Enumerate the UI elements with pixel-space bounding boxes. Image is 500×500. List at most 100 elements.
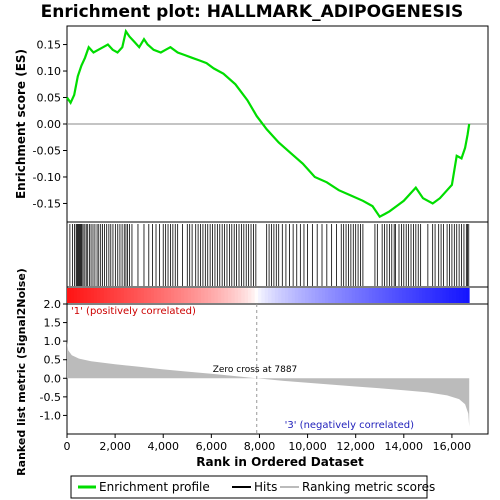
heatbar-segment: [288, 288, 292, 303]
heatbar-segment: [90, 288, 95, 303]
metric-y-tick-label: 1.5: [44, 317, 62, 330]
heatbar-segment: [157, 288, 162, 303]
heatbar-segment: [278, 288, 282, 303]
heatbar-segment: [154, 288, 158, 303]
heatbar-segment: [432, 288, 437, 303]
heatbar-segment: [459, 288, 463, 303]
heatbar-segment: [164, 288, 168, 303]
heatbar-segment: [284, 288, 289, 303]
heatbar-segment: [378, 288, 383, 303]
heatbar-segment: [274, 288, 279, 303]
heatbar-segment: [418, 288, 423, 303]
heatbar-segment: [258, 288, 262, 303]
heatbar-segment: [372, 288, 376, 303]
es-y-tick-label: 0.00: [37, 118, 62, 131]
heatbar-segment: [445, 288, 450, 303]
heatbar-segment: [234, 288, 239, 303]
heatbar-segment: [144, 288, 148, 303]
heatbar-segment: [321, 288, 326, 303]
es-layer: -0.15 -0.10 -0.05 0.00 0.05 0.10 0.15: [33, 28, 488, 219]
es-y-tick-label: 0.05: [37, 92, 62, 105]
heatbar-segment: [170, 288, 175, 303]
metric-y-tick-label: 0.5: [44, 354, 62, 367]
heatbar-segment: [231, 288, 235, 303]
heatbar-segment: [388, 288, 393, 303]
es-y-tick-label: -0.15: [33, 197, 61, 210]
es-y-tick-label: -0.10: [33, 171, 61, 184]
heatbar-segment: [184, 288, 189, 303]
heatbar-segment: [207, 288, 212, 303]
heatbar-segment: [204, 288, 209, 303]
heatbar-segment: [120, 288, 125, 303]
heatbar-segment: [194, 288, 199, 303]
x-tick-label: 2,000: [99, 440, 131, 453]
enrichment-profile-line: [66, 28, 471, 219]
heatbar-segment: [150, 288, 155, 303]
heatbar-segment: [331, 288, 336, 303]
heatbar-segment: [244, 288, 249, 303]
heatbar-segment: [191, 288, 195, 303]
heatbar-segment: [368, 288, 373, 303]
heatbar-segment: [335, 288, 339, 303]
es-y-tick-label: 0.15: [37, 39, 62, 52]
heatbar-segment: [365, 288, 370, 303]
x-tick-label: 10,000: [288, 440, 327, 453]
heatbar-segment: [392, 288, 396, 303]
heatbar-segment: [281, 288, 286, 303]
x-tick-label: 12,000: [336, 440, 375, 453]
heatbar-segment: [291, 288, 296, 303]
metric-y-tick-label: -1.0: [40, 409, 61, 422]
heatbar-segment: [237, 288, 242, 303]
ranking-metric-area: [67, 341, 470, 427]
heatbar-segment: [311, 288, 316, 303]
heatbar-segment: [221, 288, 225, 303]
heatbar-segment: [177, 288, 182, 303]
heatbar-segment: [435, 288, 440, 303]
heatbar-segment: [123, 288, 128, 303]
heatbar-segment: [425, 288, 430, 303]
heatbar-segment: [80, 288, 85, 303]
heatbar-segment: [412, 288, 417, 303]
chart-title: Enrichment plot: HALLMARK_ADIPOGENESIS: [41, 2, 464, 22]
es-y-tick-label: 0.10: [37, 65, 62, 78]
legend-metric-label: Ranking metric scores: [302, 480, 435, 494]
heatbar-segment: [160, 288, 165, 303]
heatbar-segment: [70, 288, 75, 303]
heatbar-segment: [211, 288, 215, 303]
x-tick-label: 0: [64, 440, 71, 453]
heatbar-segment: [341, 288, 346, 303]
heatbar-segment: [375, 288, 380, 303]
metric-y-axis-label: Ranked list metric (Signal2Noise): [15, 268, 28, 476]
heatbar-segment: [227, 288, 232, 303]
metric-layer: -1.0 -0.5 0.0 0.5 1.0 1.5 2.0 0 2,000 4,000 6,000 8…: [40, 298, 472, 453]
heatbar-segment: [67, 288, 71, 303]
heatbar-segment: [338, 288, 343, 303]
zero-cross-label: Zero cross at 7887: [213, 365, 298, 375]
negative-correlation-label: '3' (negatively correlated): [285, 420, 414, 431]
heatbar-segment: [87, 288, 91, 303]
heatbar-segment: [328, 288, 333, 303]
heatbar-segment: [113, 288, 118, 303]
heatbar-segment: [415, 288, 420, 303]
heatbar-segment: [100, 288, 105, 303]
heatbar-segment: [442, 288, 447, 303]
heatbar-segment: [348, 288, 353, 303]
heatbar-segment: [217, 288, 222, 303]
heatbar-segment: [298, 288, 303, 303]
heatbar-segment: [83, 288, 88, 303]
heatbar-segment: [325, 288, 329, 303]
heatbar-segment: [358, 288, 363, 303]
heatbar-segment: [304, 288, 309, 303]
heatbar-segment: [271, 288, 276, 303]
positive-correlation-label: '1' (positively correlated): [71, 306, 196, 317]
x-tick-label: 14,000: [385, 440, 424, 453]
heatbar-segment: [264, 288, 269, 303]
heatbar-segment: [385, 288, 390, 303]
es-y-tick-label: -0.05: [33, 144, 61, 157]
hits-layer: [69, 224, 470, 286]
heatbar-segment: [462, 288, 467, 303]
heatbar-segment: [137, 288, 142, 303]
heatbar-segment: [130, 288, 135, 303]
heatbar-segment: [180, 288, 185, 303]
